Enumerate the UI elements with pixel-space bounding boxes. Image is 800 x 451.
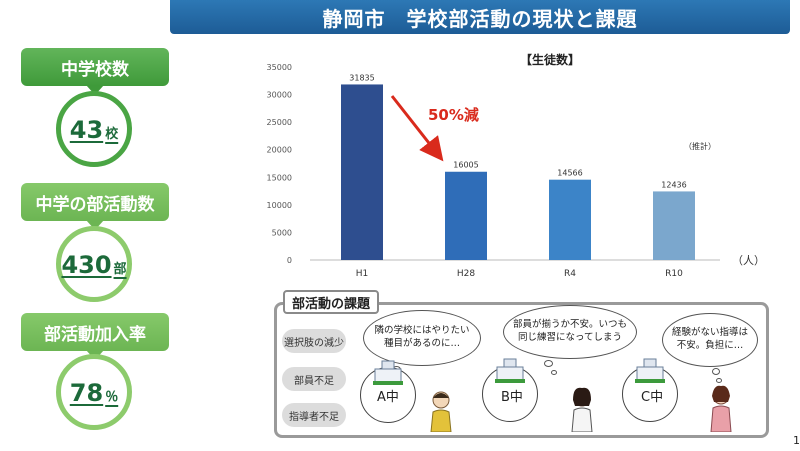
school-name-c: C中 xyxy=(641,390,664,405)
value-label-h1: 31835 xyxy=(349,73,374,82)
y-tick-label: 5000 xyxy=(272,228,292,237)
school-name-a: A中 xyxy=(377,390,399,405)
speech-bubble-b: 部員が揃うか不安。いつも 同じ練習になってしまう xyxy=(503,305,637,359)
stat-value-clubs: 430 xyxy=(61,251,112,279)
issue-member-shortage: 部員不足 xyxy=(282,367,346,391)
issue-coach-shortage: 指導者不足 xyxy=(282,403,346,427)
decrease-arrow xyxy=(390,95,444,162)
bar-h1 xyxy=(341,84,383,260)
teacher-figure-icon xyxy=(710,385,732,432)
bar-r10 xyxy=(653,191,695,260)
school-circle-b xyxy=(482,366,538,422)
y-tick-label: 35000 xyxy=(267,63,292,72)
student-count-chart: 【生徒数】 0 5000 10000 15000 20000 25000 30000 3500… xyxy=(267,52,765,279)
student-figure-icon xyxy=(571,387,593,432)
issue-choice-reduction: 選択肢の減少 xyxy=(282,329,346,353)
stat-value-schools: 43 xyxy=(69,116,104,144)
student-figure-icon xyxy=(430,391,452,432)
value-label-h28: 16005 xyxy=(453,161,478,170)
school-building-icon xyxy=(495,358,525,383)
bar-h28 xyxy=(445,171,487,260)
stat-label-participation: 部活動加入率 xyxy=(21,313,169,360)
category-label-h1: H1 xyxy=(356,269,369,279)
stat-label-schools: 中学校数 xyxy=(21,48,169,95)
chart-title: 【生徒数】 xyxy=(520,52,580,67)
value-label-r4: 14566 xyxy=(557,169,582,178)
y-tick-label: 25000 xyxy=(267,118,292,127)
bar-r4 xyxy=(549,179,591,260)
category-label-h28: H28 xyxy=(457,269,475,279)
school-name-b: B中 xyxy=(501,390,523,405)
y-tick-label: 10000 xyxy=(267,201,292,210)
bubble-dot xyxy=(716,378,722,383)
stat-unit-schools: 校 xyxy=(105,127,119,142)
stat-circle-participation: 78 ％ xyxy=(56,354,132,430)
y-tick-label: 15000 xyxy=(267,173,292,182)
bubble-dot xyxy=(544,360,553,367)
bubble-dot xyxy=(712,368,720,375)
bubble-dot xyxy=(551,370,557,375)
y-tick-label: 0 xyxy=(287,256,292,265)
estimate-label: （推計） xyxy=(684,141,716,151)
stat-circle-schools: 43 校 xyxy=(56,91,132,167)
page-number: 1 xyxy=(793,434,800,447)
stat-value-participation: 78 xyxy=(69,379,104,407)
unit-label: （人） xyxy=(732,254,765,267)
y-tick-label: 30000 xyxy=(267,91,292,100)
school-building-icon xyxy=(373,360,403,385)
stat-unit-clubs: 部 xyxy=(113,262,127,277)
category-label-r10: R10 xyxy=(665,269,683,279)
stat-label-clubs: 中学の部活動数 xyxy=(21,183,169,230)
page-title: 静岡市 学校部活動の現状と課題 xyxy=(170,0,790,34)
issues-heading: 部活動の課題 xyxy=(283,290,379,314)
decrease-annotation: 50%減 xyxy=(428,106,479,124)
speech-bubble-c: 経験がない指導は 不安。負担に… xyxy=(662,313,758,367)
speech-bubble-a: 隣の学校にはやりたい 種目があるのに… xyxy=(363,310,481,366)
school-building-icon xyxy=(635,358,665,383)
value-label-r10: 12436 xyxy=(661,180,686,189)
stat-circle-clubs: 430 部 xyxy=(56,226,132,302)
category-label-r4: R4 xyxy=(564,269,576,279)
stat-unit-participation: ％ xyxy=(105,390,119,405)
y-tick-label: 20000 xyxy=(267,146,292,155)
